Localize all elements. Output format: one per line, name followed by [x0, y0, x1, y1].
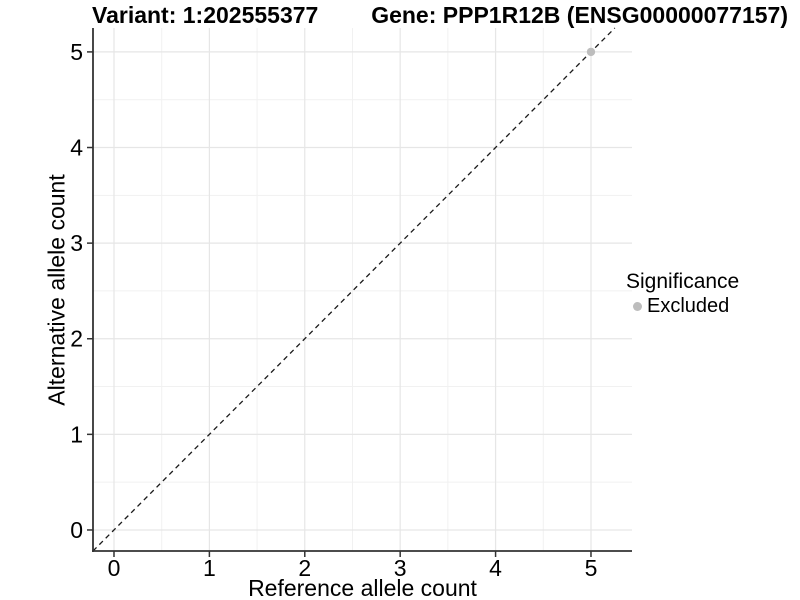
y-tick-label: 5 — [70, 39, 83, 65]
y-axis-title: Alternative allele count — [43, 174, 70, 406]
data-point — [586, 47, 596, 57]
gene-title: Gene: PPP1R12B (ENSG00000077157) — [371, 2, 788, 28]
legend-title: Significance — [626, 270, 740, 293]
x-tick-label: 2 — [298, 555, 311, 581]
identity-line — [92, 27, 616, 552]
legend-entry-excluded: Excluded — [626, 295, 739, 317]
x-axis-title: Reference allele count — [248, 575, 477, 600]
y-tick-label: 1 — [70, 421, 83, 447]
variant-title: Variant: 1:202555377 — [92, 2, 319, 28]
y-tick-label: 3 — [70, 230, 83, 256]
x-tick-label: 1 — [203, 555, 216, 581]
legend-entry-label: Excluded — [647, 295, 730, 318]
x-tick-label: 0 — [108, 555, 121, 581]
x-tick-label: 5 — [585, 555, 598, 581]
x-tick-label: 4 — [489, 555, 502, 581]
y-tick-label: 2 — [70, 326, 83, 352]
y-tick-label: 0 — [70, 517, 83, 543]
legend: Significance Excluded — [626, 270, 739, 317]
x-tick-label: 3 — [394, 555, 407, 581]
excluded-point-icon — [633, 301, 642, 311]
y-tick-label: 4 — [70, 135, 83, 161]
